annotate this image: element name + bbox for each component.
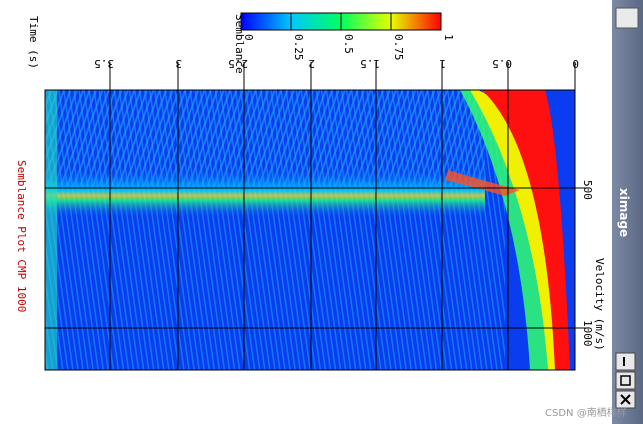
window-title: ximage xyxy=(617,188,631,237)
velocity-tick-label: 500 xyxy=(581,180,594,200)
colorbar-tick-label: 0.75 xyxy=(392,34,405,61)
velocity-axis-label: Velocity (m/s) xyxy=(593,258,606,351)
colorbar-tick-label: 0.5 xyxy=(342,34,355,54)
colorbar-tick-label: 0.25 xyxy=(292,34,305,61)
time-tick-label: 0.5 xyxy=(492,57,512,70)
time-tick-label: 0 xyxy=(572,57,579,70)
velocity-tick-label: 1000 xyxy=(581,320,594,347)
window-icon[interactable] xyxy=(615,7,639,29)
colorbar-tick-label: 0 xyxy=(242,34,255,41)
time-tick-label: 2 xyxy=(308,57,315,70)
time-tick-label: 3.5 xyxy=(94,57,114,70)
time-tick-label: 1.5 xyxy=(360,57,380,70)
time-axis-label: Time (s) xyxy=(27,16,40,69)
watermark: CSDN @南栖样样 xyxy=(545,406,627,419)
colorbar-ticks xyxy=(290,13,392,30)
grid xyxy=(44,62,590,371)
plot-title: Semblance Plot CMP 1000 xyxy=(15,160,28,312)
window-buttons xyxy=(615,352,636,409)
time-tick-label: 3 xyxy=(175,57,182,70)
colorbar-tick-label: 1 xyxy=(442,34,455,41)
colorbar-label: Semblance xyxy=(233,14,246,74)
time-tick-label: 1 xyxy=(439,57,446,70)
time-tick-label: 2.5 xyxy=(228,57,248,70)
semblance-image xyxy=(45,90,575,370)
minimize-button[interactable] xyxy=(615,352,636,371)
maximize-button[interactable] xyxy=(615,371,636,390)
